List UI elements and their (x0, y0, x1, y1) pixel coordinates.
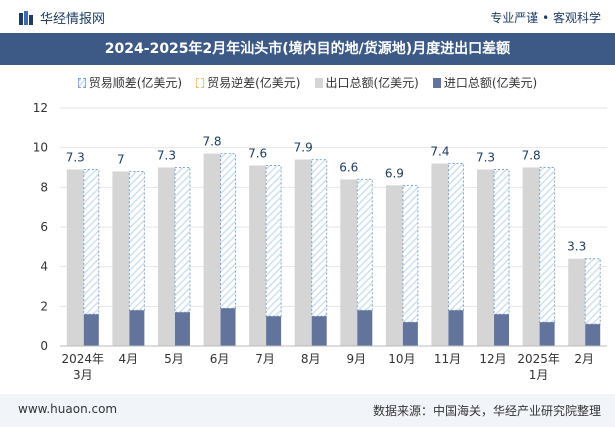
legend-label-exports: 出口总额(亿美元) (325, 76, 419, 90)
import-bar (585, 324, 601, 346)
data-label: 6.9 (385, 166, 404, 180)
data-label: 7.8 (522, 149, 541, 163)
legend-item-surplus: 贸易顺差(亿美元) (77, 74, 183, 91)
legend: 贸易顺差(亿美元) 贸易逆差(亿美元) 出口总额(亿美元) 进口总额(亿美元) (0, 74, 615, 91)
surplus-bar (83, 168, 100, 315)
data-label: 7.8 (202, 135, 221, 149)
import-bar (357, 310, 373, 346)
x-tick-label: 8月 (301, 352, 321, 366)
legend-item-exports: 出口总额(亿美元) (314, 74, 419, 91)
export-bar (66, 169, 84, 346)
import-bar (220, 308, 236, 346)
data-label: 7.3 (157, 149, 176, 163)
top-bar: 华经情报网 专业严谨 • 客观科学 (0, 0, 615, 33)
x-tick-label: 2月 (574, 352, 594, 366)
export-bar (249, 165, 267, 346)
surplus-bar (128, 170, 145, 311)
x-tick-label: 2024年 3月 (62, 352, 105, 382)
y-tick-label: 8 (40, 180, 48, 194)
surplus-bar (265, 165, 282, 317)
surplus-bar (447, 163, 464, 311)
data-label: 3.3 (567, 240, 586, 254)
export-bar (112, 171, 130, 346)
legend-item-deficit: 贸易逆差(亿美元) (196, 74, 301, 91)
export-bar (477, 169, 495, 346)
y-tick-label: 0 (40, 339, 48, 353)
legend-label-surplus: 贸易顺差(亿美元) (88, 76, 183, 90)
x-tick-label: 7月 (255, 352, 275, 366)
import-bar (311, 316, 327, 346)
footer-source: 数据来源：中国海关，华经产业研究院整理 (372, 404, 601, 418)
export-bar (203, 153, 221, 346)
export-bar (431, 163, 449, 346)
legend-label-imports: 进口总额(亿美元) (443, 76, 538, 90)
export-bar (294, 159, 312, 346)
brand: 华经情报网 (18, 8, 105, 27)
import-bar (539, 322, 555, 346)
legend-swatch-imports (432, 77, 441, 88)
legend-item-imports: 进口总额(亿美元) (432, 74, 538, 91)
export-bar (522, 167, 540, 346)
x-tick-label: 12月 (479, 352, 506, 366)
y-tick-label: 12 (33, 101, 48, 115)
surplus-bar (539, 167, 556, 323)
export-bar (385, 185, 403, 346)
surplus-bar (402, 184, 419, 323)
footer-site: www.huaon.com (18, 402, 118, 416)
legend-swatch-surplus (77, 77, 86, 88)
data-label: 7.3 (66, 150, 85, 164)
y-tick-label: 2 (40, 299, 48, 313)
legend-swatch-exports (314, 77, 323, 88)
x-tick-label: 10月 (388, 352, 415, 366)
import-bar (266, 316, 282, 346)
surplus-bar (356, 178, 373, 311)
tagline: 专业严谨 • 客观科学 (490, 11, 601, 25)
x-tick-label: 2025年 1月 (517, 352, 560, 382)
export-bar (340, 179, 358, 346)
x-tick-label: 11月 (434, 352, 461, 366)
data-label: 7.6 (248, 147, 267, 161)
data-label: 6.6 (339, 160, 358, 174)
legend-label-deficit: 贸易逆差(亿美元) (207, 76, 301, 90)
bar-chart: 7.3 7 7.3 7.8 7.6 7.9 6.6 6.9 7.4 7.3 7.8 3.3 0 2 4 6 8… (33, 101, 607, 382)
data-label: 7.9 (294, 141, 313, 155)
import-bar (448, 310, 464, 346)
import-bar (494, 314, 510, 346)
y-tick-label: 10 (33, 141, 48, 155)
export-bar (157, 167, 175, 346)
data-label: 7.3 (476, 150, 495, 164)
x-tick-label: 9月 (346, 352, 366, 366)
x-tick-label: 6月 (210, 352, 230, 366)
surplus-bar (220, 153, 237, 309)
import-bar (174, 312, 190, 346)
y-tick-label: 4 (40, 260, 48, 274)
y-tick-label: 6 (40, 220, 48, 234)
data-label: 7.4 (430, 145, 449, 159)
x-tick-label: 5月 (164, 352, 184, 366)
huajing-logo-icon (19, 10, 33, 25)
import-bar (129, 310, 145, 346)
export-bar (568, 258, 586, 346)
footer: www.huaon.com 数据来源：中国海关，华经产业研究院整理 (0, 394, 615, 427)
surplus-bar (493, 168, 510, 315)
surplus-bar (174, 167, 191, 313)
x-tick-label: 4月 (119, 352, 139, 366)
data-label: 7 (117, 152, 125, 166)
legend-swatch-deficit (196, 77, 205, 88)
brand-name: 华经情报网 (40, 12, 106, 27)
chart-title: 2024-2025年2月年汕头市(境内目的地/货源地)月度进出口差额 (0, 33, 615, 65)
import-bar (402, 322, 418, 346)
surplus-bar (584, 258, 601, 325)
surplus-bar (311, 159, 328, 317)
import-bar (83, 314, 99, 346)
